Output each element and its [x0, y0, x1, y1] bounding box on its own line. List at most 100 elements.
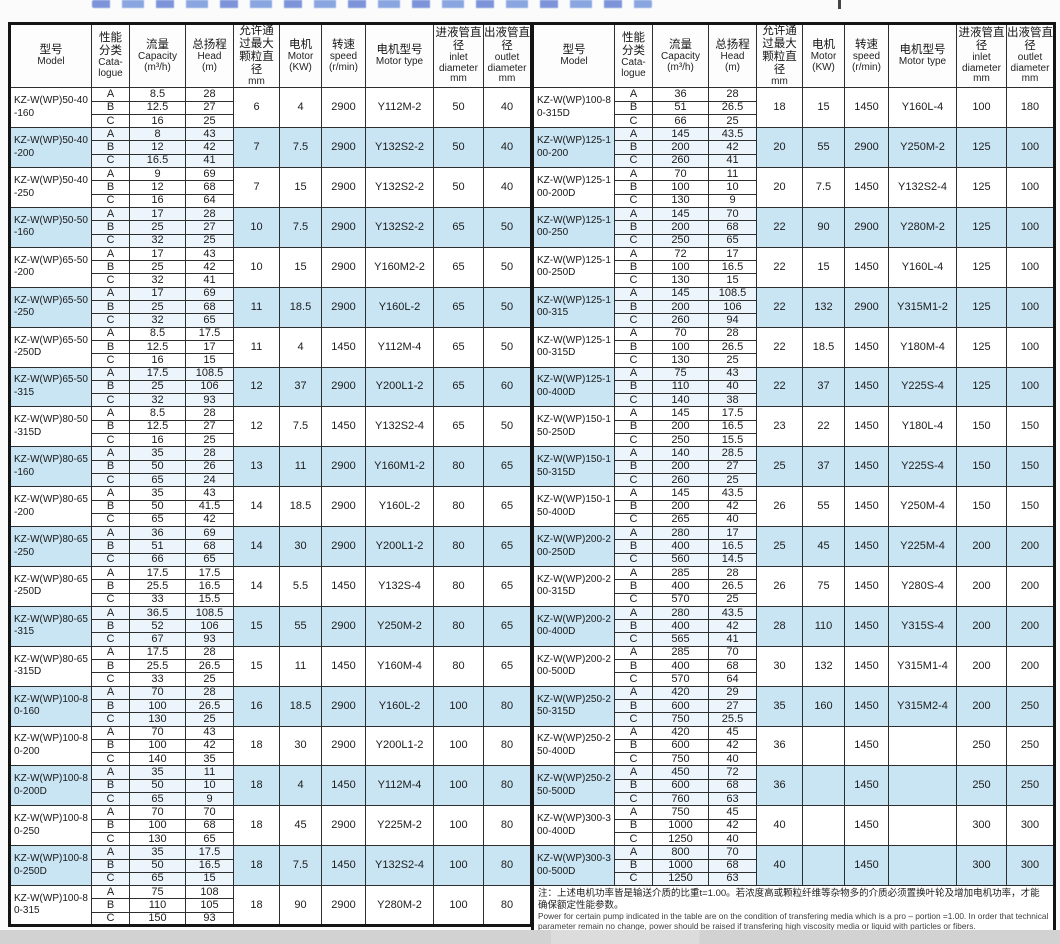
header-head-line: 总扬程	[192, 38, 227, 51]
table-row: C 32 65	[10, 313, 532, 328]
header-catalogue: 性能 分类 Cata-logue	[614, 22, 653, 89]
head-cell: 15.5	[185, 592, 234, 607]
catalogue-cell: A	[91, 605, 130, 621]
catalogue-cell: A	[91, 326, 130, 341]
table-row: B 52 106	[10, 619, 532, 634]
model-cell: KZ-W(WP)100-80-200	[9, 725, 92, 767]
note-row: 注：上述电机功率皆是输送介质的比重t=1.00。若浓度高或颗粒纤维等杂物多的介质…	[532, 885, 1055, 936]
inlet-cell: 150	[956, 406, 1007, 448]
head-cell: 28.5	[708, 446, 757, 461]
outlet-cell: 100	[1006, 206, 1055, 248]
head-cell: 43.5	[708, 127, 757, 142]
header-motor-line: (KW)	[289, 61, 312, 73]
motor-type-cell	[888, 725, 957, 767]
header-outlet: 出液管直径 outlet diameter mm	[483, 22, 532, 89]
capacity-cell: 33	[129, 672, 186, 687]
capacity-cell: 12	[129, 180, 186, 195]
catalogue-cell: A	[614, 685, 653, 700]
table-row: B 400 26.5	[533, 579, 1055, 594]
table-row: KZ-W(WP)100-80-315D A 36 28 18 15 1450 Y160L-4 1…	[532, 87, 1055, 129]
head-cell: 17	[185, 339, 234, 355]
motor-type-cell: Y112M-2	[365, 87, 434, 129]
particle-cell: 18	[756, 87, 803, 129]
catalogue-cell: A	[91, 725, 130, 740]
capacity-cell: 130	[652, 193, 709, 208]
capacity-cell: 35	[129, 765, 186, 780]
speed-cell: 1450	[844, 725, 889, 767]
capacity-cell: 140	[652, 446, 709, 461]
capacity-cell: 70	[129, 805, 186, 820]
head-cell: 25	[185, 113, 234, 129]
catalogue-cell: A	[614, 246, 653, 262]
capacity-cell: 200	[652, 419, 709, 435]
motor-cell: 4	[279, 87, 322, 129]
capacity-cell: 16.5	[129, 153, 186, 169]
table-row: C 265 40	[533, 512, 1055, 528]
inlet-cell: 125	[956, 127, 1007, 169]
table-row: B 51 68	[10, 539, 532, 554]
motor-type-cell: Y315M1-4	[888, 645, 957, 687]
table-row: B 110 105	[10, 898, 532, 913]
head-cell: 43	[185, 127, 234, 142]
head-cell: 28	[185, 446, 234, 461]
motor-cell: 37	[802, 366, 845, 408]
capacity-cell: 16	[129, 433, 186, 448]
table-row: B 200 42	[533, 499, 1055, 514]
header-capacity-line: Capacity	[138, 50, 177, 62]
header-motor: 电机 Motor (KW)	[279, 22, 322, 89]
capacity-cell: 16	[129, 353, 186, 368]
pump-spec-table-right: 型号 Model 性能 分类 Cata-logue 流量 Capacity (m³/h) 总扬程…	[531, 22, 1056, 937]
model-cell: KZ-W(WP)65-50-250	[9, 286, 92, 328]
header-catalogue: 性能 分类 Cata-logue	[91, 22, 130, 89]
catalogue-cell: C	[614, 512, 653, 528]
capacity-cell: 70	[129, 685, 186, 700]
head-cell: 68	[708, 858, 757, 873]
head-cell: 43.5	[708, 486, 757, 501]
motor-cell: 90	[802, 206, 845, 248]
catalogue-cell: B	[91, 180, 130, 195]
table-row: C 1250 40	[533, 831, 1055, 847]
catalogue-cell: B	[614, 220, 653, 235]
table-row: B 400 42	[533, 619, 1055, 634]
table-row: C 65 9	[10, 792, 532, 807]
capacity-cell: 285	[652, 565, 709, 581]
head-cell: 106	[185, 619, 234, 634]
model-cell: KZ-W(WP)80-65-250	[9, 526, 92, 567]
catalogue-cell: C	[91, 871, 130, 887]
head-cell: 40	[708, 831, 757, 847]
capacity-cell: 130	[129, 831, 186, 847]
table-row: B 100 10	[533, 180, 1055, 195]
capacity-cell: 140	[129, 752, 186, 767]
head-cell: 26	[185, 459, 234, 474]
capacity-cell: 280	[652, 526, 709, 541]
head-cell: 42	[708, 738, 757, 754]
catalogue-cell: B	[614, 260, 653, 275]
motor-type-cell: Y160L-4	[888, 87, 957, 129]
capacity-cell: 250	[652, 433, 709, 448]
table-row: B 1000 68	[533, 858, 1055, 873]
capacity-cell: 12.5	[129, 339, 186, 355]
head-cell: 64	[185, 193, 234, 208]
header-inlet: 进液管直径 inlet diameter mm	[433, 22, 484, 89]
motor-type-cell: Y200L1-2	[365, 725, 434, 767]
header-outlet-line: diameter	[487, 62, 527, 74]
capacity-cell: 70	[652, 326, 709, 341]
table-row: C 565 41	[533, 632, 1055, 647]
particle-cell: 35	[756, 685, 803, 727]
outlet-cell: 100	[1006, 326, 1055, 368]
capacity-cell: 760	[652, 792, 709, 807]
outlet-cell: 200	[1006, 565, 1055, 607]
particle-cell: 40	[756, 845, 803, 887]
speed-cell: 1450	[844, 446, 889, 488]
model-cell: KZ-W(WP)125-100-315	[532, 286, 615, 328]
outlet-cell: 50	[483, 406, 532, 448]
particle-cell: 10	[233, 246, 280, 288]
catalogue-cell: A	[91, 246, 130, 262]
head-cell: 42	[185, 512, 234, 528]
head-cell: 68	[185, 300, 234, 315]
model-cell: KZ-W(WP)200-200-400D	[532, 605, 615, 647]
table-row: C 33 25	[10, 672, 532, 687]
table-row: KZ-W(WP)250-250-500D A 450 72 36 1450 250 250	[532, 765, 1055, 807]
motor-cell	[802, 765, 845, 807]
head-cell: 28	[708, 87, 757, 102]
